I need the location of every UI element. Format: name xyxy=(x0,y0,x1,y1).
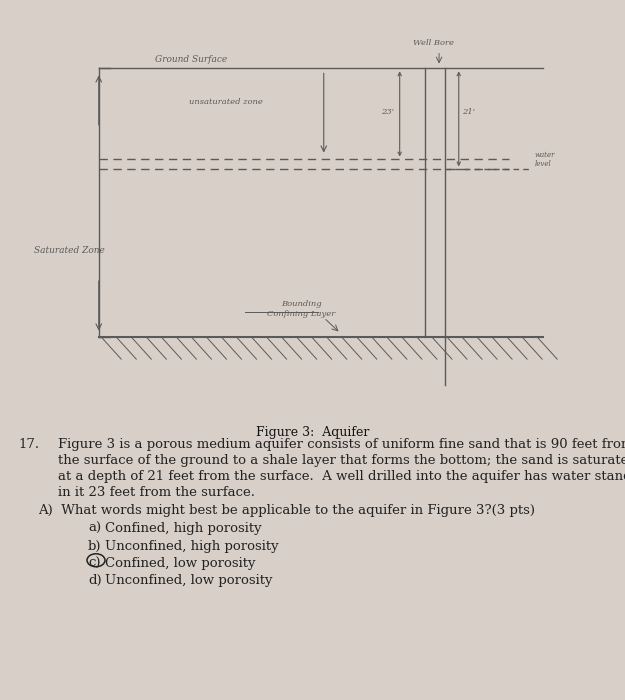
Text: a): a) xyxy=(88,522,101,536)
Text: the surface of the ground to a shale layer that forms the bottom; the sand is sa: the surface of the ground to a shale lay… xyxy=(58,454,625,468)
Text: at a depth of 21 feet from the surface.  A well drilled into the aquifer has wat: at a depth of 21 feet from the surface. … xyxy=(58,470,625,484)
Text: Confining Layer: Confining Layer xyxy=(267,309,336,318)
Text: Figure 3:  Aquifer: Figure 3: Aquifer xyxy=(256,426,369,440)
Text: 21': 21' xyxy=(461,108,474,116)
Text: Confined, high porosity: Confined, high porosity xyxy=(105,522,262,536)
Text: Unconfined, low porosity: Unconfined, low porosity xyxy=(105,574,272,587)
Text: d): d) xyxy=(88,574,102,587)
Text: b): b) xyxy=(88,540,101,553)
Text: Figure 3 is a porous medium aquifer consists of uniform fine sand that is 90 fee: Figure 3 is a porous medium aquifer cons… xyxy=(58,438,625,452)
Text: c): c) xyxy=(88,557,101,570)
Text: Ground Surface: Ground Surface xyxy=(155,55,228,64)
Text: Saturated Zone: Saturated Zone xyxy=(34,246,105,255)
Text: water
level: water level xyxy=(535,150,555,168)
Text: A)  What words might best be applicable to the aquifer in Figure 3?(3 pts): A) What words might best be applicable t… xyxy=(38,504,535,517)
Text: 23': 23' xyxy=(381,108,394,116)
Text: Bounding: Bounding xyxy=(281,300,322,308)
Text: unsaturated zone: unsaturated zone xyxy=(189,98,262,106)
Text: Confined, low porosity: Confined, low porosity xyxy=(105,557,256,570)
Text: 17.: 17. xyxy=(18,438,39,452)
Text: Well Bore: Well Bore xyxy=(413,38,454,47)
Text: Unconfined, high porosity: Unconfined, high porosity xyxy=(105,540,279,553)
Text: in it 23 feet from the surface.: in it 23 feet from the surface. xyxy=(58,486,255,499)
